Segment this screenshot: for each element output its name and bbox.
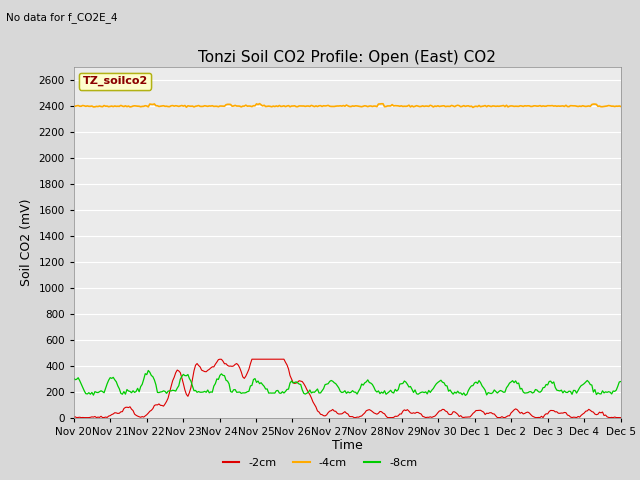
Text: No data for f_CO2E_4: No data for f_CO2E_4	[6, 12, 118, 23]
Legend: TZ_soilco2: TZ_soilco2	[79, 73, 151, 90]
Y-axis label: Soil CO2 (mV): Soil CO2 (mV)	[20, 199, 33, 286]
X-axis label: Time: Time	[332, 439, 363, 453]
Title: Tonzi Soil CO2 Profile: Open (East) CO2: Tonzi Soil CO2 Profile: Open (East) CO2	[198, 49, 496, 65]
Legend: -2cm, -4cm, -8cm: -2cm, -4cm, -8cm	[218, 453, 422, 472]
